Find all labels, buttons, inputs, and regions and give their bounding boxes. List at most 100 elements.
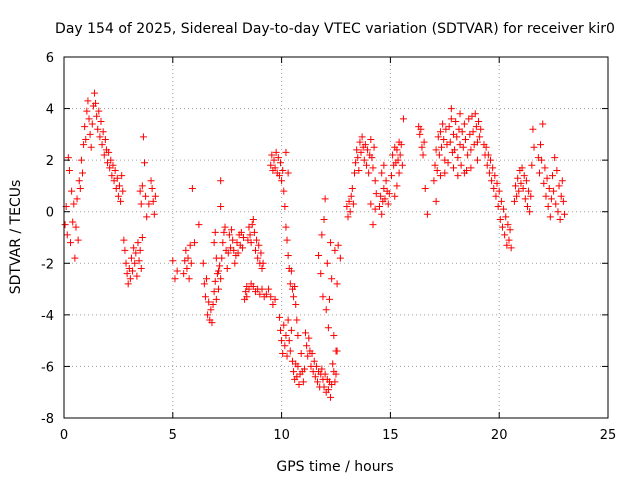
data-point <box>114 192 122 200</box>
x-tick-label: 0 <box>60 428 68 443</box>
data-point <box>204 311 212 319</box>
data-point <box>126 275 134 283</box>
data-point <box>471 110 479 118</box>
data-point <box>247 239 255 247</box>
data-point <box>331 378 339 386</box>
data-point <box>123 270 131 278</box>
data-point <box>486 156 494 164</box>
data-point <box>274 154 282 162</box>
data-point <box>535 169 543 177</box>
data-point <box>201 293 209 301</box>
data-point <box>248 221 256 229</box>
data-point <box>138 182 146 190</box>
data-point <box>216 262 224 270</box>
x-axis-label: GPS time / hours <box>276 459 393 475</box>
data-point <box>456 110 464 118</box>
data-point <box>419 151 427 159</box>
data-point <box>271 164 279 172</box>
data-point <box>447 105 455 113</box>
data-point <box>314 378 322 386</box>
data-point <box>115 182 123 190</box>
data-point <box>367 136 375 144</box>
data-point <box>219 239 227 247</box>
data-point <box>538 156 546 164</box>
data-point <box>249 215 257 223</box>
data-point <box>136 187 144 195</box>
data-point <box>482 143 490 151</box>
data-point <box>101 136 109 144</box>
data-point <box>369 221 377 229</box>
data-point <box>522 177 530 185</box>
data-point <box>347 192 355 200</box>
data-point <box>550 187 558 195</box>
data-point <box>529 125 537 133</box>
data-point <box>378 169 386 177</box>
data-point <box>238 244 246 252</box>
data-point <box>556 215 564 223</box>
data-point <box>447 115 455 123</box>
data-point <box>488 177 496 185</box>
data-point <box>380 161 388 169</box>
data-point <box>436 172 444 180</box>
data-point <box>286 347 294 355</box>
data-point <box>441 169 449 177</box>
data-point <box>454 172 462 180</box>
data-point <box>312 362 320 370</box>
y-tick-label: -6 <box>41 360 54 375</box>
data-point <box>324 386 332 394</box>
data-point <box>78 169 86 177</box>
data-point <box>257 249 265 257</box>
data-point <box>84 97 92 105</box>
data-point <box>445 123 453 131</box>
axis-ticks: 0 5 10 15 20 25 -8 -6 -4 -2 0 2 4 6 <box>41 51 616 443</box>
data-point <box>212 254 220 262</box>
data-point <box>229 236 237 244</box>
data-point <box>546 213 554 221</box>
data-point <box>280 321 288 329</box>
x-tick-label: 20 <box>491 428 508 443</box>
data-point <box>249 282 257 290</box>
data-point <box>493 179 501 187</box>
data-point <box>111 166 119 174</box>
data-point <box>292 301 300 309</box>
data-point <box>85 115 93 123</box>
data-point <box>396 151 404 159</box>
data-point <box>282 331 290 339</box>
data-point <box>318 365 326 373</box>
data-point <box>209 301 217 309</box>
data-point <box>221 223 229 231</box>
y-tick-label: -4 <box>41 309 54 324</box>
data-point <box>453 133 461 141</box>
data-point <box>203 275 211 283</box>
data-point <box>320 215 328 223</box>
data-point <box>212 295 220 303</box>
data-point <box>389 151 397 159</box>
data-point <box>187 259 195 267</box>
data-point <box>208 319 216 327</box>
y-tick-label: 2 <box>46 154 54 169</box>
data-point <box>398 161 406 169</box>
data-point <box>210 288 218 296</box>
data-point <box>354 154 362 162</box>
data-point <box>318 231 326 239</box>
data-point <box>61 221 69 229</box>
data-point <box>281 342 289 350</box>
data-point <box>129 267 137 275</box>
data-point <box>133 272 141 280</box>
data-point <box>271 295 279 303</box>
data-point <box>94 125 102 133</box>
data-point <box>399 115 407 123</box>
data-point <box>88 120 96 128</box>
data-point <box>491 172 499 180</box>
data-point <box>420 138 428 146</box>
data-point <box>430 177 438 185</box>
data-point <box>279 166 287 174</box>
data-point <box>211 228 219 236</box>
data-point <box>65 166 73 174</box>
data-point <box>262 290 270 298</box>
data-point <box>237 228 245 236</box>
data-point <box>223 264 231 272</box>
data-point <box>417 125 425 133</box>
data-point <box>433 166 441 174</box>
data-point <box>490 185 498 193</box>
